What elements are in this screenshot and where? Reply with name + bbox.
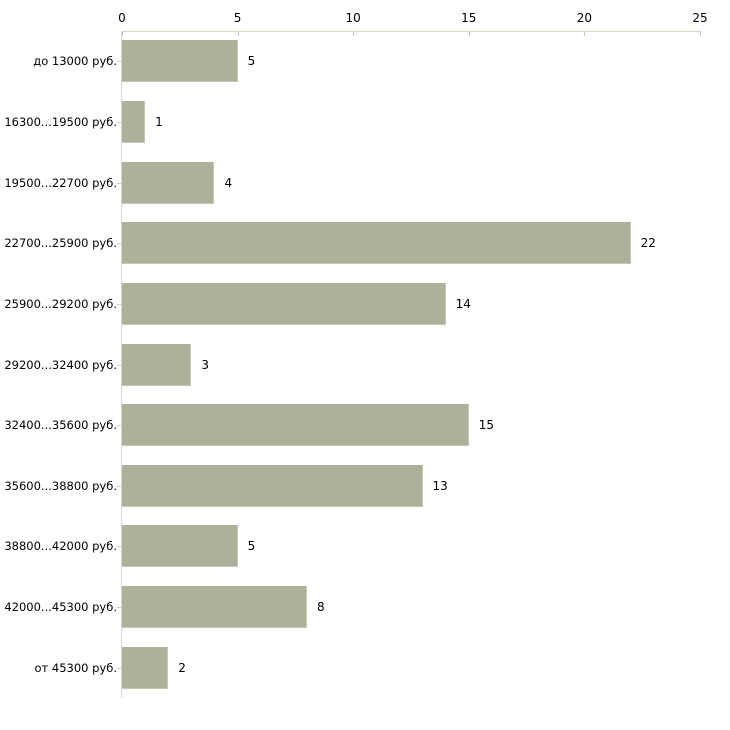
value-label: 13	[432, 478, 448, 493]
value-label: 5	[247, 54, 256, 69]
value-label: 22	[640, 236, 656, 251]
bar	[122, 343, 192, 386]
category-label: 25900...29200 руб.	[4, 296, 117, 311]
y-axis-tick	[117, 243, 121, 245]
bar	[122, 464, 423, 507]
bar	[122, 282, 446, 325]
bar	[122, 161, 215, 204]
category-label: 35600...38800 руб.	[4, 478, 117, 493]
x-axis-tick	[700, 32, 701, 36]
category-label: 19500...22700 руб.	[4, 175, 117, 190]
bar	[122, 646, 169, 689]
x-axis-tick	[468, 32, 470, 36]
y-axis-tick	[117, 425, 121, 427]
x-axis-tick	[353, 32, 355, 36]
y-axis-tick	[117, 303, 121, 305]
category-label: до 13000 руб.	[33, 54, 117, 69]
category-label: 29200...32400 руб.	[4, 357, 117, 372]
value-label: 2	[178, 660, 186, 675]
value-label: 8	[316, 600, 325, 615]
y-axis-tick	[117, 121, 121, 123]
value-label: 3	[201, 357, 209, 372]
bar	[122, 100, 146, 143]
y-axis-tick	[117, 485, 121, 487]
value-label: 4	[224, 175, 233, 190]
value-label: 1	[155, 114, 163, 129]
x-axis-tick-label: 10	[345, 11, 361, 25]
x-axis-tick-label: 0	[118, 11, 126, 25]
y-axis-tick	[117, 364, 121, 366]
bar	[122, 586, 307, 629]
x-axis-tick-label: 20	[576, 11, 593, 25]
bar	[122, 40, 238, 83]
y-axis-tick	[117, 182, 121, 184]
category-label: 42000...45300 руб.	[4, 600, 117, 615]
x-axis-tick-label: 5	[233, 11, 242, 25]
bar	[122, 525, 238, 568]
category-label: от 45300 руб.	[34, 660, 117, 675]
bar	[122, 222, 631, 265]
x-axis-tick-label: 15	[461, 11, 477, 25]
category-label: 16300...19500 руб.	[4, 114, 117, 129]
y-axis-tick	[117, 546, 121, 548]
x-axis-tick	[122, 32, 123, 36]
value-label: 15	[478, 418, 495, 433]
x-axis-tick	[237, 32, 239, 36]
y-axis-tick	[117, 667, 121, 669]
category-label: 22700...25900 руб.	[4, 236, 117, 251]
x-axis-tick	[584, 32, 586, 36]
y-axis-tick	[117, 61, 121, 63]
category-label: 38800...42000 руб.	[4, 539, 117, 554]
bar	[122, 404, 469, 447]
x-axis-tick-label: 25	[692, 11, 708, 25]
x-axis-line	[122, 31, 701, 32]
y-axis-line	[121, 31, 122, 698]
value-label: 14	[455, 296, 471, 311]
value-label: 5	[247, 539, 256, 554]
category-label: 32400...35600 руб.	[4, 418, 117, 433]
y-axis-tick	[117, 607, 121, 609]
